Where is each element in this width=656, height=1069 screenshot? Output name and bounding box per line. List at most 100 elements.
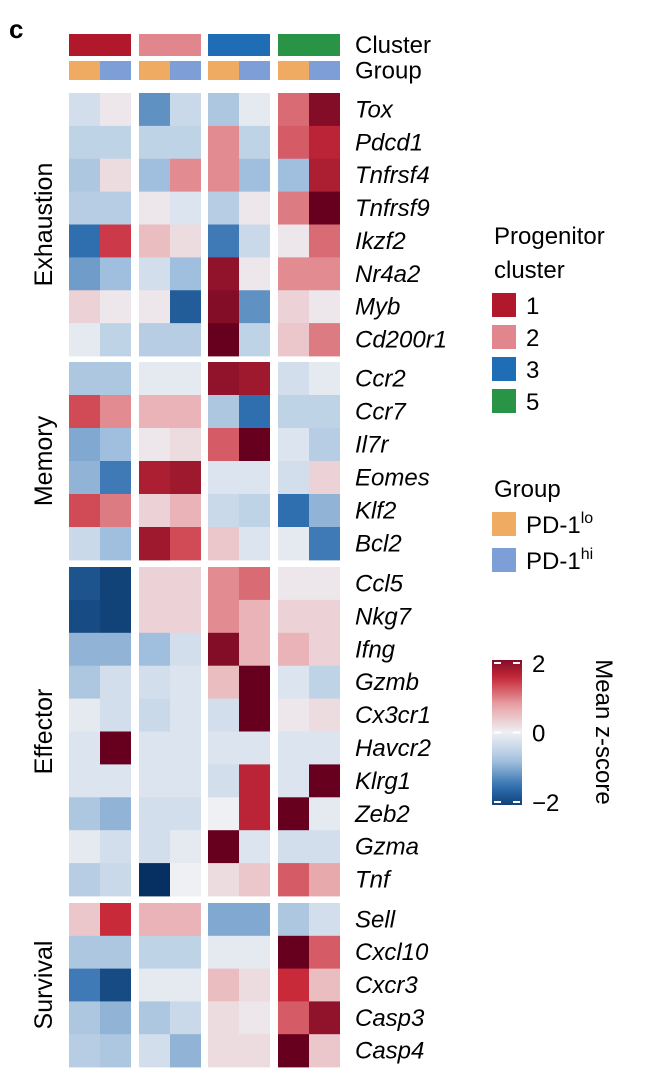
- heatmap-cell: [239, 461, 270, 495]
- heatmap-cell: [278, 323, 309, 357]
- heatmap-cell: [309, 125, 340, 160]
- heatmap-cell: [309, 797, 340, 831]
- annotation-cell-group: [208, 61, 239, 80]
- heatmap-cell: [170, 797, 201, 831]
- heatmap-cell: [170, 830, 201, 864]
- heatmap-cell: [208, 191, 239, 225]
- heatmap-cell: [309, 224, 340, 258]
- heatmap-cell: [278, 461, 309, 495]
- heatmap-cell: [309, 1001, 340, 1035]
- heatmap-cell: [309, 665, 340, 699]
- heatmap-cell: [278, 599, 309, 634]
- heatmap-cell: [309, 935, 340, 969]
- progenitor-legend-swatch-1: [492, 293, 516, 317]
- heatmap-cell: [208, 567, 239, 601]
- heatmap-cell: [170, 257, 201, 291]
- heatmap-cell: [100, 567, 131, 601]
- heatmap-cell: [100, 527, 131, 561]
- heatmap-cell: [309, 158, 340, 193]
- heatmap-cell: [69, 863, 100, 897]
- gene-label-klf2: Klf2: [355, 498, 396, 525]
- heatmap-cell: [278, 93, 309, 127]
- annotation-cell-group: [139, 61, 170, 80]
- gene-label-tnfrsf4: Tnfrsf4: [355, 162, 430, 189]
- heatmap-cell: [170, 764, 201, 798]
- annotation-cell-cluster: [100, 34, 131, 56]
- heatmap-cell: [139, 599, 170, 634]
- progenitor-legend-label-3: 3: [526, 357, 539, 384]
- annotation-cell-cluster: [208, 34, 239, 56]
- heatmap-cell: [239, 323, 270, 357]
- gene-label-casp4: Casp4: [355, 1038, 424, 1065]
- heatmap-cell: [239, 290, 270, 324]
- annotation-cell-cluster: [309, 34, 340, 56]
- heatmap-cell: [69, 731, 100, 765]
- heatmap-cell: [100, 461, 131, 495]
- heatmap-cell: [309, 903, 340, 937]
- gene-label-ifng: Ifng: [355, 636, 396, 663]
- heatmap-cell: [239, 257, 270, 291]
- gene-label-cx3cr1: Cx3cr1: [355, 702, 431, 729]
- heatmap-cell: [139, 935, 170, 969]
- heatmap-cell: [309, 323, 340, 357]
- heatmap-cell: [239, 567, 270, 601]
- heatmap-cell: [69, 428, 100, 462]
- heatmap-cell: [69, 158, 100, 193]
- heatmap-cell: [278, 968, 309, 1002]
- heatmap-cell: [139, 731, 170, 765]
- heatmap-cell: [239, 527, 270, 561]
- heatmap-cell: [139, 158, 170, 193]
- heatmap-cell: [100, 830, 131, 864]
- heatmap-cell: [100, 323, 131, 357]
- heatmap-cell: [208, 395, 239, 429]
- annotation-cell-group: [170, 61, 201, 80]
- heatmap-cell: [100, 968, 131, 1002]
- heatmap-cell: [170, 567, 201, 601]
- gene-label-ccr2: Ccr2: [355, 366, 406, 393]
- heatmap-cell: [309, 362, 340, 396]
- group-legend: Group PD-1lo PD-1hi: [492, 476, 593, 575]
- heatmap-cell: [139, 323, 170, 357]
- heatmap-cell: [170, 125, 201, 160]
- heatmap-cell: [208, 665, 239, 699]
- heatmap-cell: [69, 191, 100, 225]
- heatmap-cell: [100, 797, 131, 831]
- annotation-cell-group: [278, 61, 309, 80]
- heatmap-cell: [170, 1001, 201, 1035]
- heatmap-cell: [278, 935, 309, 969]
- heatmap-cell: [208, 362, 239, 396]
- heatmap-cell: [69, 567, 100, 601]
- heatmap-cell: [278, 698, 309, 732]
- heatmap-cell: [139, 362, 170, 396]
- progenitor-legend-label-2: 2: [526, 325, 539, 352]
- heatmap-cell: [208, 1001, 239, 1035]
- heatmap-cell: [139, 764, 170, 798]
- heatmap-cell: [139, 527, 170, 561]
- heatmap-cell: [139, 567, 170, 601]
- heatmap-cell: [278, 257, 309, 291]
- heatmap-cell: [239, 903, 270, 937]
- heatmap-cell: [170, 527, 201, 561]
- heatmap-cell: [100, 698, 131, 732]
- heatmap-cell: [309, 968, 340, 1002]
- gene-label-gzma: Gzma: [355, 834, 419, 861]
- heatmap-cell: [170, 494, 201, 528]
- heatmap-cell: [239, 224, 270, 258]
- heatmap-cell: [278, 395, 309, 429]
- gene-label-havcr2: Havcr2: [355, 735, 431, 762]
- heatmap-cell: [239, 395, 270, 429]
- gene-label-casp3: Casp3: [355, 1005, 425, 1032]
- heatmap-cell: [278, 428, 309, 462]
- heatmap-cell: [100, 290, 131, 324]
- heatmap-cell: [69, 362, 100, 396]
- heatmap-cell: [278, 797, 309, 831]
- heatmap-cell: [309, 1034, 340, 1068]
- annotation-cell-group: [309, 61, 340, 80]
- heatmap-cell: [139, 224, 170, 258]
- heatmap-cell: [139, 257, 170, 291]
- heatmap-cell: [100, 903, 131, 937]
- annotation-cell-cluster: [69, 34, 100, 56]
- heatmap-cell: [69, 903, 100, 937]
- gene-label-cxcr3: Cxcr3: [355, 972, 418, 999]
